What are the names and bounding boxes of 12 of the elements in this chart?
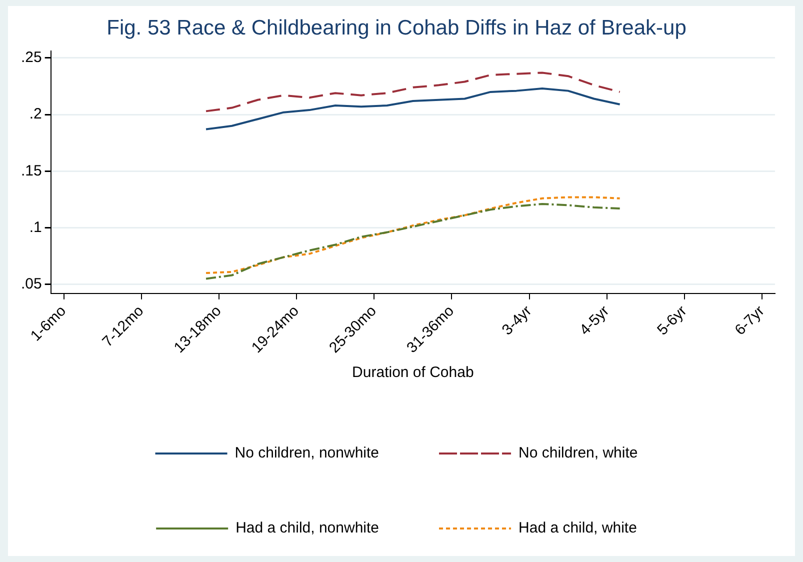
y-tick-label: .1 <box>29 218 42 236</box>
legend-label: Had a child, white <box>518 520 637 537</box>
legend-label: No children, nonwhite <box>234 444 380 462</box>
y-tick-label: .2 <box>29 106 42 123</box>
chart-title: Fig. 53 Race & Childbearing in Cohab Diffs in Haz of Break-up <box>106 16 686 40</box>
legend-label: No children, white <box>518 444 638 462</box>
x-axis-title: Duration of Cohab <box>352 364 474 382</box>
legend-label: Had a child, nonwhite <box>236 520 380 537</box>
y-tick-label: .25 <box>20 49 42 66</box>
y-tick-label: .15 <box>20 162 42 180</box>
y-tick-label: .05 <box>20 275 42 292</box>
line-series <box>205 72 621 112</box>
